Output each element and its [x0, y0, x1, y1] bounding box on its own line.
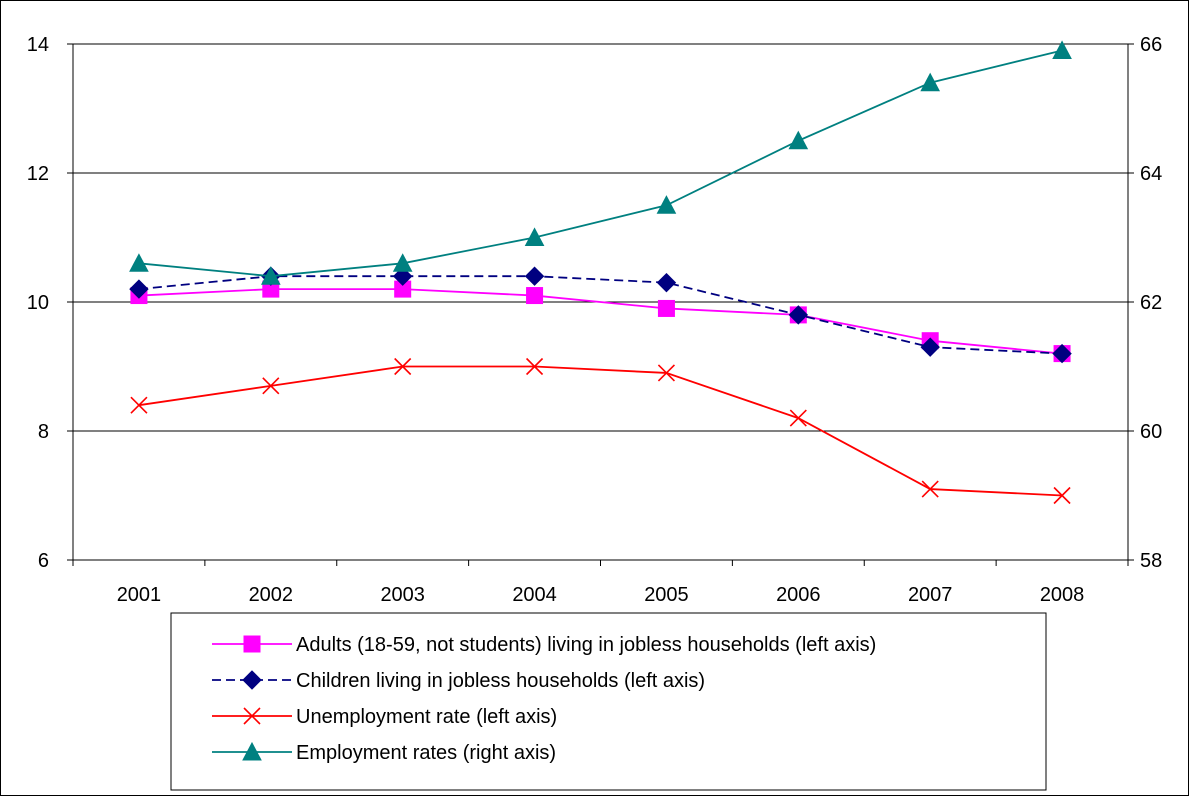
series-group [129, 40, 1072, 505]
marker-x-stroke [657, 364, 676, 382]
marker-triangle [920, 72, 941, 92]
legend-label: Adults (18-59, not students) living in j… [296, 634, 876, 656]
marker-x-stroke [394, 357, 412, 376]
marker-x [262, 377, 280, 395]
marker-diamond [242, 670, 262, 690]
marker-triangle [788, 130, 809, 150]
legend-entry: Children living in jobless households (l… [212, 670, 705, 692]
left-tick-label: 14 [27, 34, 49, 56]
right-tick-label: 64 [1140, 163, 1162, 185]
right-tick-label: 66 [1140, 34, 1162, 56]
legend-entry: Unemployment rate (left axis) [212, 706, 557, 728]
series-3 [130, 357, 1071, 505]
marker-diamond [524, 266, 545, 286]
series-line [138, 49, 1063, 278]
marker-triangle [392, 253, 413, 272]
right-axis-ticks: 58 60 62 64 66 [1128, 34, 1162, 572]
x-tick-label: 2003 [380, 584, 425, 606]
marker-diamond [656, 272, 677, 293]
x-tick-label: 2007 [908, 584, 953, 606]
left-tick-label: 8 [38, 421, 49, 443]
legend-label: Children living in jobless households (l… [296, 670, 705, 692]
marker-x-stroke [262, 377, 280, 395]
left-axis-ticks: 6 8 10 12 14 [27, 34, 73, 572]
marker-square [526, 287, 544, 305]
marker-x-stroke [525, 357, 544, 376]
left-tick-label: 12 [27, 163, 49, 185]
series-4 [129, 40, 1072, 285]
marker-x-stroke [921, 480, 939, 498]
x-tick-label: 2004 [512, 584, 557, 606]
marker-triangle [1052, 40, 1072, 59]
x-tick-label: 2005 [644, 584, 689, 606]
right-tick-label: 62 [1140, 292, 1162, 314]
marker-square [243, 635, 261, 653]
x-tick-label: 2006 [776, 584, 821, 606]
marker-x [789, 409, 807, 427]
marker-diamond [788, 305, 809, 325]
legend-box [170, 612, 1047, 791]
series-line [138, 365, 1063, 497]
marker-diamond [129, 279, 149, 299]
marker-x [394, 357, 412, 376]
marker-x-stroke [1053, 486, 1071, 505]
marker-square [657, 299, 675, 317]
marker-triangle [129, 253, 149, 272]
marker-x-stroke [243, 707, 261, 725]
right-tick-label: 60 [1140, 421, 1162, 443]
x-tick-label: 2008 [1040, 584, 1085, 606]
marker-triangle [524, 227, 545, 246]
left-tick-label: 6 [38, 550, 49, 572]
marker-triangle [242, 741, 262, 761]
legend: Adults (18-59, not students) living in j… [170, 612, 1047, 791]
marker-x [525, 357, 544, 376]
legend-entry: Adults (18-59, not students) living in j… [212, 634, 876, 656]
marker-triangle [260, 266, 281, 285]
marker-triangle [656, 195, 677, 214]
left-tick-label: 10 [27, 292, 49, 314]
legend-label: Unemployment rate (left axis) [296, 706, 557, 728]
series-line [138, 288, 1063, 355]
x-tick-label: 2002 [249, 584, 294, 606]
x-tick-label: 2001 [117, 584, 162, 606]
series-line [138, 275, 1063, 355]
marker-x-stroke [130, 396, 148, 414]
marker-x [657, 364, 676, 382]
x-axis-ticks: 2001 2002 2003 2004 2005 2006 2007 2008 [72, 560, 1129, 606]
marker-x [921, 480, 939, 498]
marker-x-stroke [789, 409, 807, 427]
marker-x [243, 707, 261, 725]
marker-x [130, 396, 148, 414]
right-tick-label: 58 [1140, 550, 1162, 572]
marker-diamond [920, 337, 940, 357]
marker-x [1053, 486, 1071, 505]
legend-entry: Employment rates (right axis) [212, 741, 556, 764]
marker-diamond [1052, 343, 1072, 364]
legend-label: Employment rates (right axis) [296, 742, 556, 764]
